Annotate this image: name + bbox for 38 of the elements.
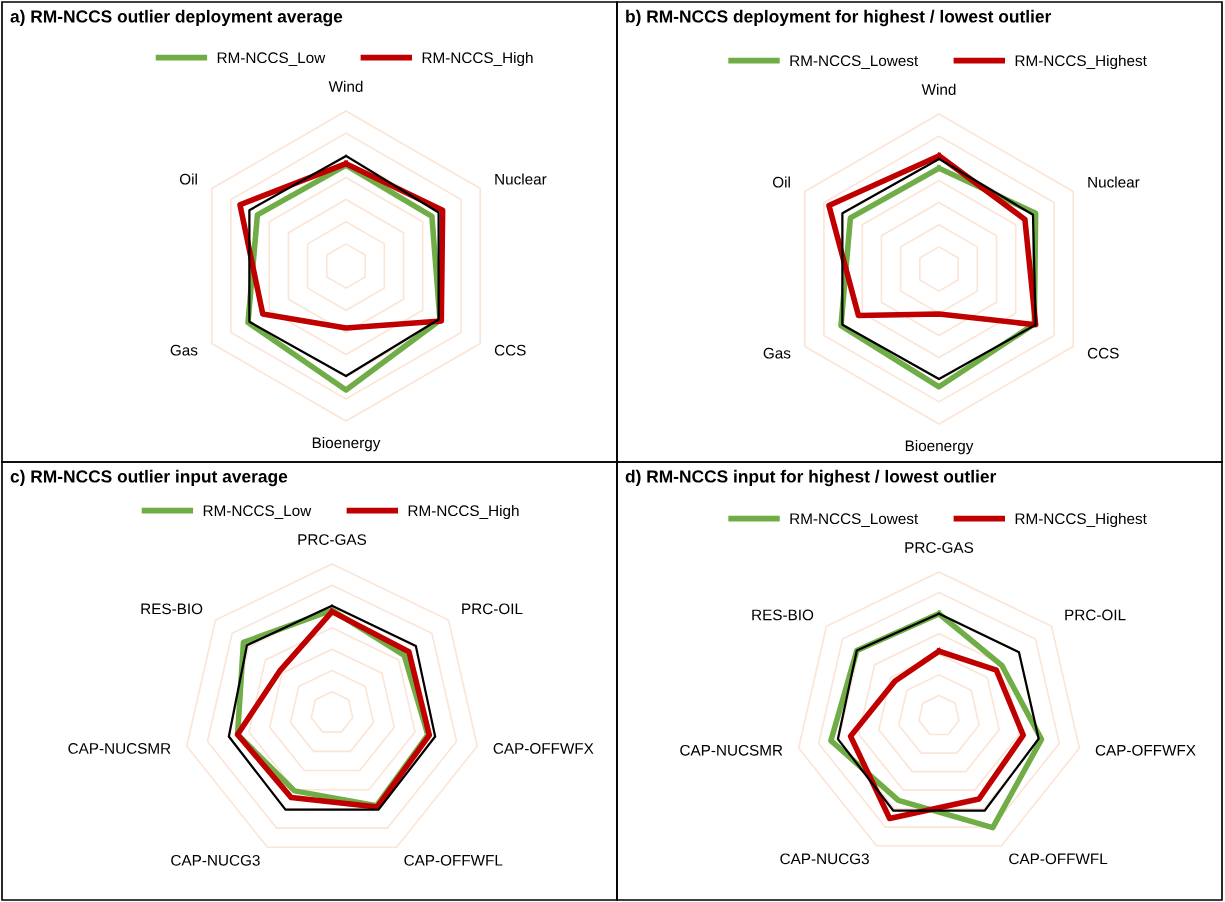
spoke-label: Bioenergy: [312, 437, 381, 452]
spoke-label: RES-BIO: [141, 603, 203, 615]
legend-label: RM-NCCS_High: [422, 51, 533, 67]
chart-title: d) RM-NCCS input for highest / lowest outlier: [625, 469, 997, 487]
legend-label: RM-NCCS_Highest: [1015, 512, 1147, 528]
chart-title: c) RM-NCCS outlier input average: [10, 469, 288, 487]
legend-label: RM-NCCS_Lowest: [790, 55, 919, 69]
spoke-label: CAP-OFFWFL: [404, 854, 503, 866]
spoke-label: Nuclear: [1088, 176, 1140, 188]
spoke-label: PRC-GAS: [905, 542, 974, 553]
legend-label: RM-NCCS_Lowest: [790, 513, 919, 527]
legend-label: RM-NCCS_Low: [217, 52, 326, 66]
chart-title: a) RM-NCCS outlier deployment average: [10, 9, 343, 27]
spoke-label: Bioenergy: [905, 440, 974, 455]
spoke-label: CAP-NUCG3: [780, 853, 869, 865]
spoke-label: Oil: [179, 173, 197, 185]
spoke-label: PRC-OIL: [1065, 609, 1126, 621]
spoke-label: CCS: [494, 344, 526, 356]
spoke-label: Gas: [763, 347, 791, 359]
spoke-label: RES-BIO: [752, 609, 814, 621]
spoke-label: PRC-GAS: [298, 534, 367, 545]
spoke-label: CCS: [1087, 347, 1119, 359]
spoke-label: PRC-OIL: [462, 603, 523, 615]
chart-title: b) RM-NCCS deployment for highest / lowest outlier: [626, 9, 1052, 27]
legend-label: RM-NCCS_High: [408, 504, 519, 520]
spoke-label: CAP-NUCSMR: [68, 743, 171, 754]
spoke-label: Wind: [921, 83, 956, 95]
spoke-label: CAP-OFFWFL: [1009, 853, 1108, 865]
legend-label: RM-NCCS_Low: [203, 505, 312, 519]
spoke-label: CAP-NUCG3: [171, 854, 260, 866]
legend-label: RM-NCCS_Highest: [1015, 54, 1147, 70]
spoke-label: CAP-OFFWFX: [493, 743, 594, 754]
spoke-label: Oil: [772, 176, 790, 188]
spoke-label: Gas: [170, 344, 198, 356]
spoke-label: CAP-NUCSMR: [680, 744, 783, 756]
spoke-label: CAP-OFFWFX: [1095, 744, 1196, 756]
spoke-label: Wind: [328, 80, 363, 92]
spoke-label: Nuclear: [495, 173, 547, 185]
